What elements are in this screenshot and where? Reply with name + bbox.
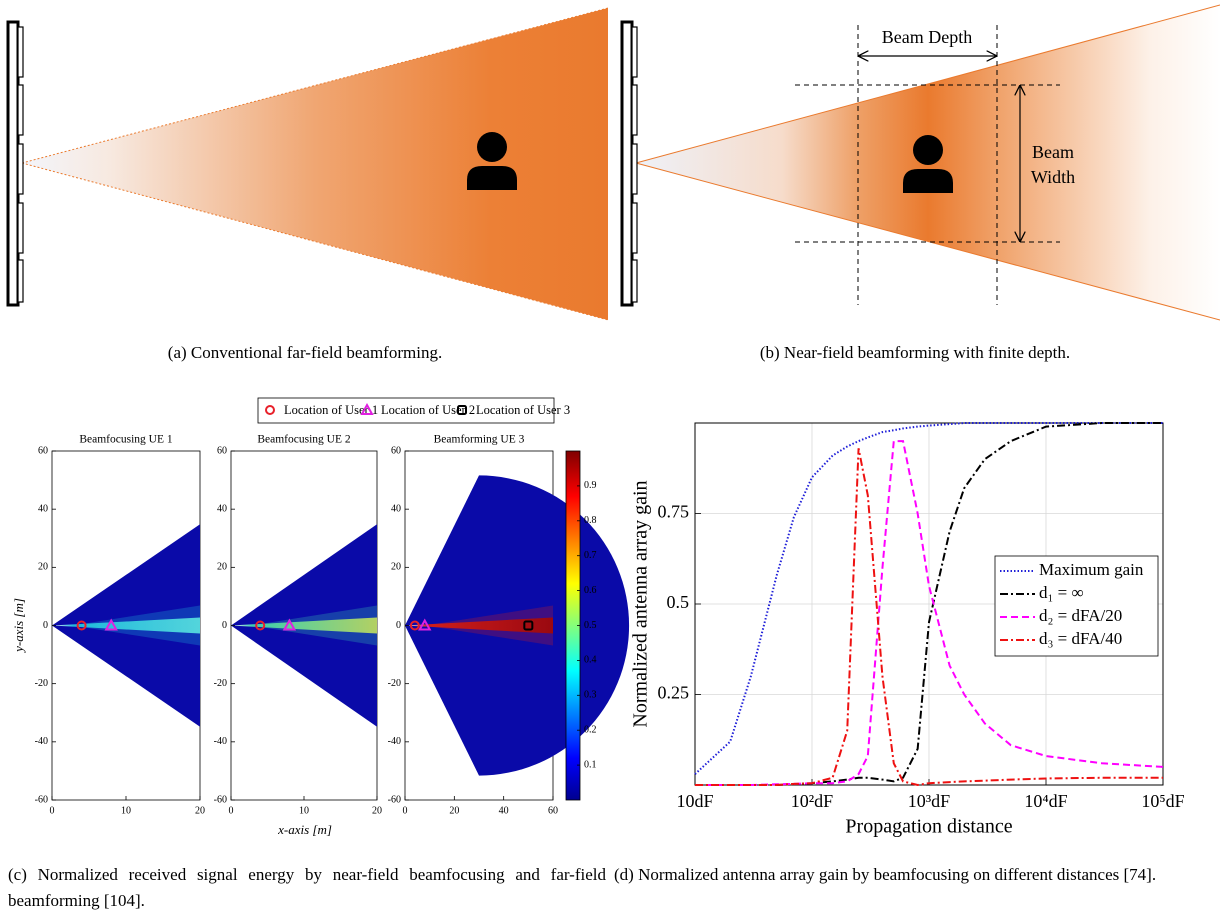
caption: (a) Conventional far-field beamforming. (0, 340, 610, 366)
colorbar-tick-label: 0.4 (584, 655, 597, 666)
colorbar-tick-label: 0.9 (584, 480, 597, 491)
x-tick-label: 10 (121, 805, 131, 816)
y-tick-label: 0.5 (667, 592, 690, 612)
x-tick-label: 40 (499, 805, 509, 816)
y-tick-label: 20 (391, 562, 401, 573)
colorbar-tick-label: 0.8 (584, 515, 597, 526)
x-tick-label: 10³dF (908, 791, 950, 811)
caption: (c) Normalized received signal energy by… (8, 862, 606, 914)
caption: (b) Near-field beamforming with finite d… (610, 340, 1220, 366)
y-tick-label: -60 (388, 794, 401, 805)
y-tick-label: 0 (222, 620, 227, 631)
x-tick-label: 20 (449, 805, 459, 816)
panel-d: 10dF 10²dF 10³dF 10⁴dF 10⁵dF 0.25 0.5 0.75 Maxim… (630, 423, 1185, 838)
y-tick-label: -20 (388, 678, 401, 689)
x-tick-label: 10²dF (791, 791, 833, 811)
y-tick-label: -40 (388, 736, 401, 747)
x-tick-label: 10⁵dF (1141, 791, 1184, 811)
x-tick-label: 10 (299, 805, 309, 816)
colorbar-tick-label: 0.1 (584, 759, 597, 770)
y-tick-label: 60 (217, 445, 227, 456)
y-tick-label: 60 (391, 445, 401, 456)
y-tick-label: -20 (214, 678, 227, 689)
x-tick-label: 0 (229, 805, 234, 816)
subplot-title: Beamfocusing UE 2 (257, 434, 351, 446)
x-tick-label: 60 (548, 805, 558, 816)
subplot-title: Beamfocusing UE 1 (79, 434, 173, 446)
antenna-array (622, 22, 637, 305)
y-tick-label: 20 (217, 562, 227, 573)
panel-a (8, 8, 608, 320)
legend-label: d₃ = dFA/40 (1039, 629, 1122, 648)
colorbar-tick-label: 0.6 (584, 585, 597, 596)
x-tick-label: 20 (372, 805, 382, 816)
y-tick-label: 40 (217, 503, 227, 514)
legend-label: Location of User 3 (476, 403, 570, 417)
width-label: Beam (1032, 142, 1074, 162)
panel-b: Beam Depth Beam Width (622, 5, 1220, 320)
x-axis-label: Propagation distance (845, 816, 1012, 838)
y-tick-label: -20 (35, 678, 48, 689)
depth-label: Beam Depth (882, 27, 972, 47)
subplot-title: Beamforming UE 3 (434, 434, 525, 446)
legend-label: d₁ = ∞ (1039, 583, 1084, 602)
caption: (d) Normalized antenna array gain by bea… (614, 862, 1212, 888)
x-tick-label: 0 (50, 805, 55, 816)
y-tick-label: -60 (35, 794, 48, 805)
beam-cone (22, 8, 608, 320)
x-tick-label: 20 (195, 805, 205, 816)
y-tick-label: 0.25 (658, 683, 690, 703)
page: { "panel_a": {"caption": "(a) Convention… (0, 0, 1220, 920)
colorbar-tick-label: 0.5 (584, 620, 597, 631)
y-tick-label: 0.75 (658, 502, 690, 522)
x-tick-label: 10dF (676, 791, 713, 811)
legend-label: d₂ = dFA/20 (1039, 606, 1122, 625)
figure: Beam Depth Beam Width Location of User 1… (0, 0, 1220, 860)
y-tick-label: -60 (214, 794, 227, 805)
y-tick-label: 20 (38, 562, 48, 573)
width-label: Width (1031, 167, 1075, 187)
y-tick-label: 60 (38, 445, 48, 456)
y-axis-label: y-axis [m] (11, 598, 26, 654)
x-tick-label: 0 (403, 805, 408, 816)
y-tick-label: 40 (38, 503, 48, 514)
y-tick-label: -40 (214, 736, 227, 747)
x-tick-label: 10⁴dF (1024, 791, 1067, 811)
antenna-array (8, 22, 23, 305)
y-tick-label: 0 (396, 620, 401, 631)
x-axis-label: x-axis [m] (277, 822, 332, 837)
colorbar-tick-label: 0.2 (584, 724, 597, 735)
colorbar-tick-label: 0.3 (584, 690, 597, 701)
y-tick-label: 0 (43, 620, 48, 631)
y-tick-label: 40 (391, 503, 401, 514)
y-tick-label: -40 (35, 736, 48, 747)
legend-label: Maximum gain (1039, 560, 1144, 579)
colorbar-tick-label: 0.7 (584, 550, 597, 561)
y-axis-label: Normalized antenna array gain (630, 480, 652, 727)
